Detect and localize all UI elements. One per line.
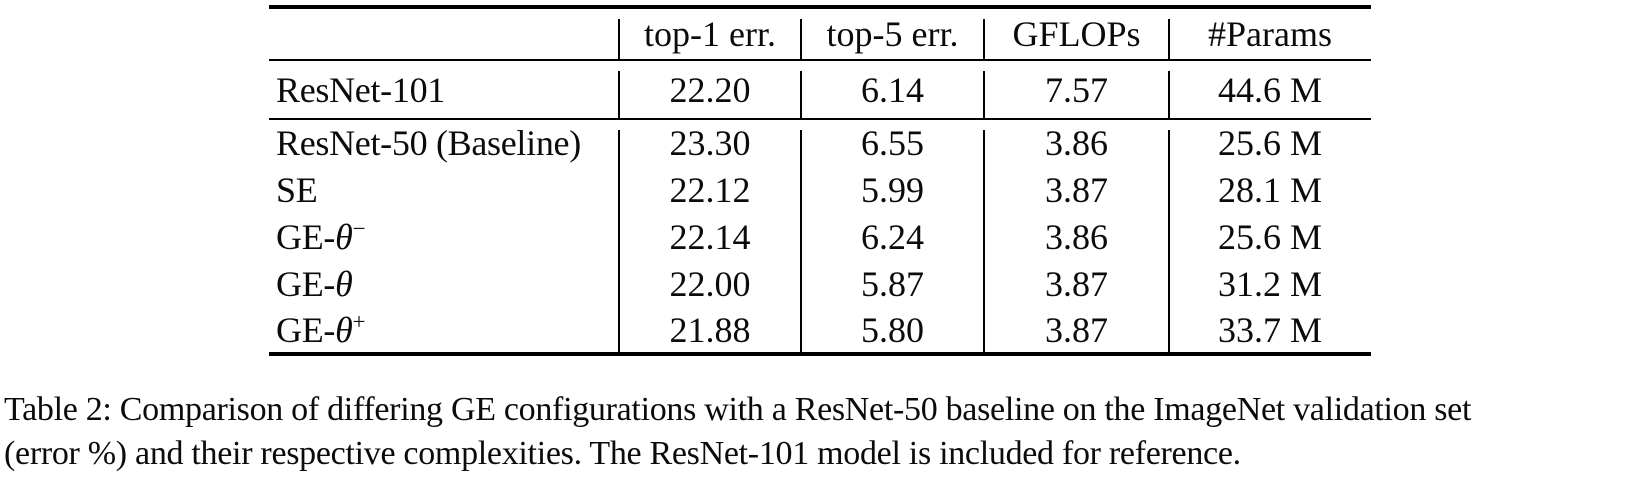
metric-cell: 3.87: [983, 260, 1169, 307]
column-header: top-1 err.: [618, 7, 801, 60]
column-header: #Params: [1168, 7, 1371, 60]
table-row: GE-θ+ 21.88 5.80 3.87 33.7 M: [269, 307, 1371, 354]
metric-cell: 28.1 M: [1168, 166, 1371, 213]
table-row: GE-θ− 22.14 6.24 3.86 25.6 M: [269, 213, 1371, 260]
metric-cell: 21.88: [618, 307, 801, 354]
metric-cell: 22.00: [618, 260, 801, 307]
metric-cell: 22.14: [618, 213, 801, 260]
model-cell: ResNet-101: [276, 69, 445, 110]
metric-cell: 3.87: [983, 307, 1169, 354]
metric-cell: 6.24: [800, 213, 984, 260]
table-row: ResNet-50 (Baseline) 23.30 6.55 3.86 25.6 M: [269, 119, 1371, 166]
metric-cell: 3.87: [983, 166, 1169, 213]
metric-cell: 5.80: [800, 307, 984, 354]
model-cell: GE-θ−: [276, 214, 366, 257]
metric-cell: 7.57: [983, 60, 1169, 119]
metric-cell: 31.2 M: [1168, 260, 1371, 307]
metric-cell: 6.14: [800, 60, 984, 119]
table-header: top-1 err. top-5 err. GFLOPs #Params: [269, 7, 1371, 60]
header-row: top-1 err. top-5 err. GFLOPs #Params: [269, 7, 1371, 60]
column-header: top-5 err.: [800, 7, 984, 60]
caption-line-2: (error %) and their respective complexit…: [4, 435, 1241, 472]
table-row: GE-θ 22.00 5.87 3.87 31.2 M: [269, 260, 1371, 307]
metric-cell: 5.87: [800, 260, 984, 307]
model-cell: GE-θ: [276, 263, 353, 304]
metric-cell: 25.6 M: [1168, 119, 1371, 166]
metric-cell: 44.6 M: [1168, 60, 1371, 119]
table-row: ResNet-101 22.20 6.14 7.57 44.6 M: [269, 60, 1371, 119]
model-cell: SE: [276, 169, 318, 210]
model-cell: GE-θ+: [276, 307, 366, 350]
metric-cell: 22.12: [618, 166, 801, 213]
reference-section: ResNet-101 22.20 6.14 7.57 44.6 M: [269, 60, 1371, 119]
metric-cell: 3.86: [983, 213, 1169, 260]
metric-cell: 23.30: [618, 119, 801, 166]
column-header: GFLOPs: [983, 7, 1169, 60]
corner-cell: [269, 7, 619, 60]
metric-cell: 25.6 M: [1168, 213, 1371, 260]
metric-cell: 22.20: [618, 60, 801, 119]
metric-cell: 5.99: [800, 166, 984, 213]
table-row: SE 22.12 5.99 3.87 28.1 M: [269, 166, 1371, 213]
caption-line-1: Table 2: Comparison of differing GE conf…: [4, 391, 1472, 428]
results-table: top-1 err. top-5 err. GFLOPs #Params ResNet…: [269, 5, 1371, 356]
metric-cell: 3.86: [983, 119, 1169, 166]
metric-cell: 33.7 M: [1168, 307, 1371, 354]
metric-cell: 6.55: [800, 119, 984, 166]
model-cell: ResNet-50 (Baseline): [276, 123, 581, 163]
table-caption: Table 2: Comparison of differing GE conf…: [4, 388, 1633, 476]
